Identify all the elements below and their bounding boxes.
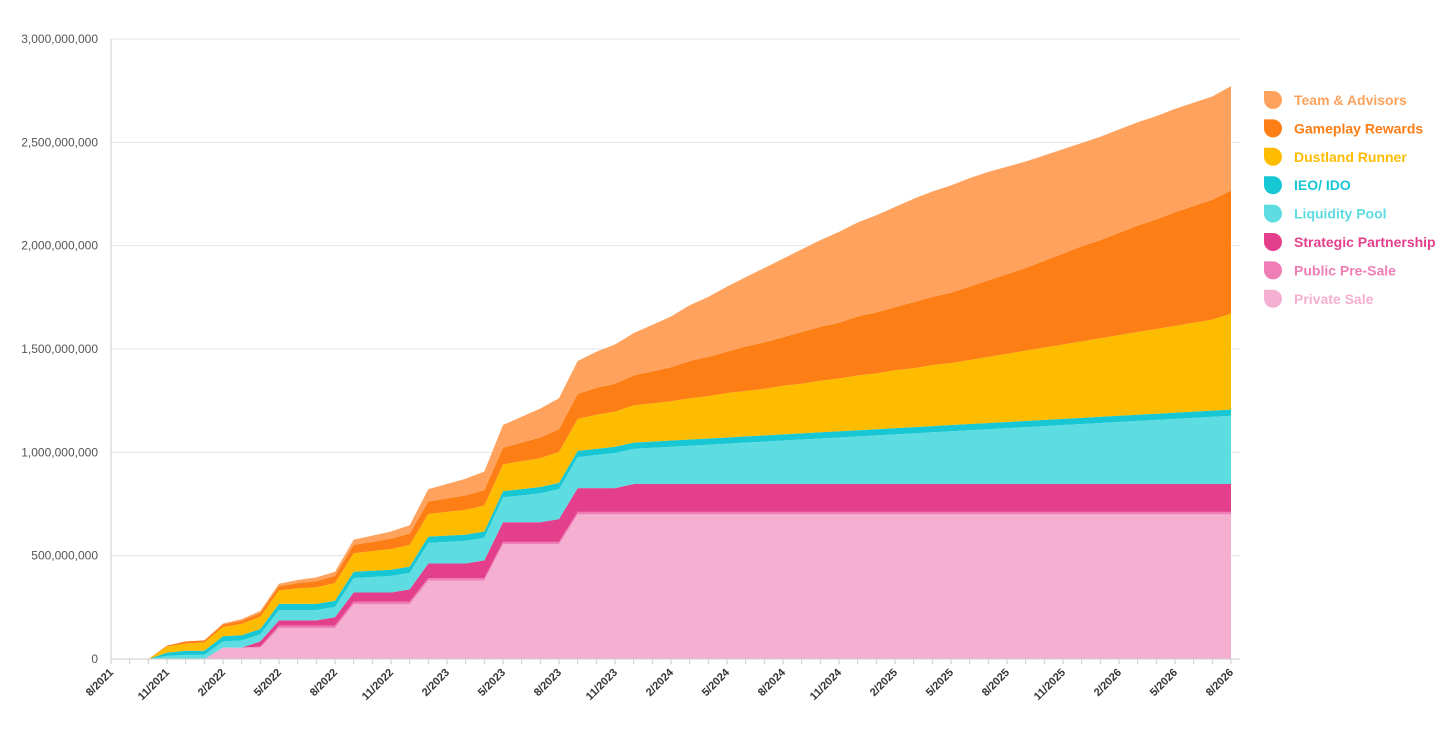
y-tick-label: 2,000,000,000 [21,239,98,253]
x-tick-label: 11/2024 [808,666,845,703]
legend: Team & Advisors Gameplay Rewards Dustland … [1264,91,1436,308]
x-tick-label: 11/2021 [136,667,172,703]
y-tick-label: 3,000,000,000 [21,32,98,46]
x-tick-label: 5/2022 [252,667,284,699]
legend-swatch-icon [1264,176,1282,195]
legend-item[interactable]: IEO/ IDO [1264,176,1351,195]
y-tick-label: 1,500,000,000 [21,342,98,356]
legend-label: IEO/ IDO [1294,177,1351,193]
legend-item[interactable]: Liquidity Pool [1264,204,1387,223]
legend-item[interactable]: Strategic Partnership [1264,233,1436,251]
x-tick-label: 2/2026 [1092,667,1124,699]
x-axis-tick-labels: 8/2021 11/2021 2/2022 5/2022 8/2022 11/2022 2/… [84,666,1236,703]
x-tick-label: 8/2021 [84,667,116,699]
x-tick-label: 5/2026 [1148,667,1180,699]
y-tick-label: 1,000,000,000 [21,445,98,459]
axes [110,39,1240,664]
y-axis-tick-labels: 0 500,000,000 1,000,000,000 1,500,000,000 2,… [21,32,98,666]
x-tick-label: 2/2022 [196,667,228,699]
x-tick-label: 8/2024 [756,666,789,699]
y-tick-label: 500,000,000 [31,549,98,563]
x-tick-label: 11/2023 [584,667,620,703]
legend-label: Dustland Runner [1294,149,1407,165]
x-tick-label: 8/2023 [532,667,564,699]
area-dustland-runner [111,313,1231,659]
legend-swatch-icon [1264,261,1282,280]
legend-item[interactable]: Gameplay Rewards [1264,119,1423,138]
x-tick-label: 11/2022 [360,667,396,703]
x-tick-label: 8/2025 [980,667,1012,699]
legend-label: Public Pre-Sale [1294,262,1396,278]
legend-swatch-icon [1264,147,1282,166]
x-tick-label: 2/2025 [868,667,900,699]
legend-item[interactable]: Private Sale [1264,289,1374,308]
legend-item[interactable]: Public Pre-Sale [1264,261,1396,280]
x-tick-label: 5/2024 [700,666,733,699]
legend-swatch-icon [1264,119,1282,138]
area-gameplay-rewards [111,190,1231,660]
legend-item[interactable]: Team & Advisors [1264,91,1407,109]
legend-label: Team & Advisors [1294,92,1407,108]
legend-label: Gameplay Rewards [1294,120,1423,136]
legend-item[interactable]: Dustland Runner [1264,147,1407,166]
area-team-advisors [111,86,1231,660]
x-tick-label: 8/2022 [308,667,340,699]
x-tick-label: 5/2023 [476,667,508,699]
area-series [111,86,1231,660]
x-tick-label: 11/2025 [1032,667,1068,703]
area-strategic-partnership [111,483,1231,659]
legend-swatch-icon [1264,204,1282,223]
y-tick-label: 0 [91,652,98,666]
legend-swatch-icon [1264,289,1282,308]
area-liquidity-pool [111,415,1231,659]
legend-swatch-icon [1264,91,1282,109]
x-tick-label: 5/2025 [924,667,956,699]
y-tick-label: 2,500,000,000 [21,135,98,149]
legend-label: Strategic Partnership [1294,234,1436,250]
legend-label: Private Sale [1294,291,1374,307]
legend-swatch-icon [1264,233,1282,251]
x-tick-label: 2/2023 [420,667,452,699]
legend-label: Liquidity Pool [1294,206,1387,222]
area-private-sale [111,514,1231,659]
x-tick-label: 8/2026 [1204,667,1236,699]
x-tick-label: 2/2024 [644,666,677,699]
